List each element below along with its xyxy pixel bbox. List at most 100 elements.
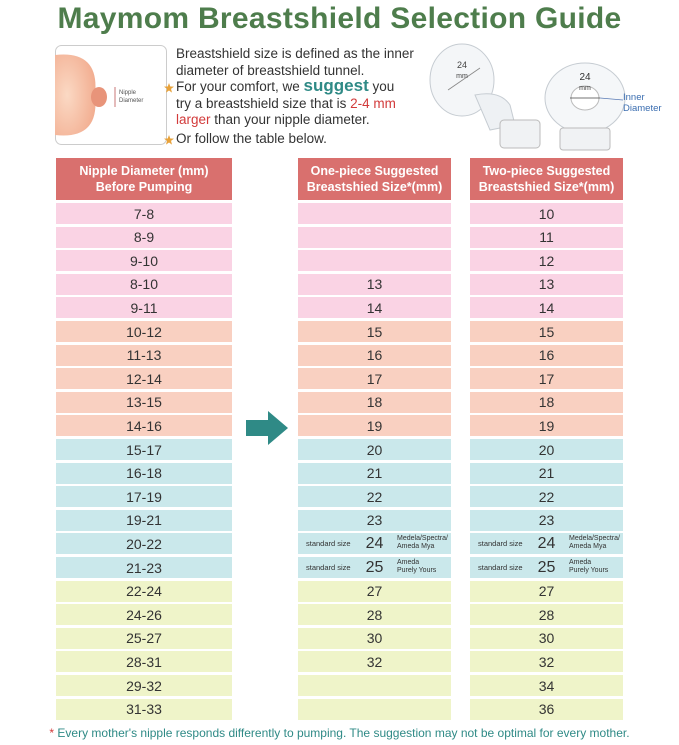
size-note: standard size	[478, 539, 523, 549]
cell-value: 13	[538, 276, 555, 293]
cell-value: 22	[538, 488, 555, 505]
cell-value: 8-10	[129, 276, 159, 293]
cell-value: 25	[537, 558, 556, 576]
table-cell: 10-12	[56, 321, 232, 342]
cell-value: 14	[366, 299, 383, 316]
table-cell: 30	[298, 627, 451, 649]
table-cell: 25 standard size Ameda Purely Yours	[298, 557, 451, 578]
breast	[55, 54, 96, 136]
table-cell: 19	[298, 415, 451, 437]
cell-value: 15-17	[126, 441, 162, 458]
text: than your nipple diameter.	[210, 112, 370, 127]
text: diameter of breastshield tunnel.	[176, 62, 365, 78]
footnote-mark: *	[49, 726, 55, 740]
cell-value: 24	[365, 534, 384, 552]
cell-value: 17-19	[126, 488, 162, 505]
table-cell: 28	[298, 604, 451, 626]
star	[164, 135, 174, 145]
table-cell: 28-31	[56, 651, 232, 673]
cell-value: 18	[366, 394, 383, 411]
cell-value: 14	[538, 299, 555, 316]
follow: Or follow the table below.	[176, 131, 327, 146]
cell-value: 27	[538, 583, 555, 600]
table-cell: 20-22	[56, 533, 232, 555]
table-cell: 12-14	[56, 368, 232, 390]
table-cell: 16-18	[56, 462, 232, 484]
cell-value: 25	[365, 558, 384, 576]
nipple-label: Diameter	[119, 98, 143, 104]
table-cell: 15-17	[56, 439, 232, 460]
cell-value: 16	[538, 347, 555, 364]
cell-value: 15	[538, 323, 555, 340]
cell-value: 19	[366, 417, 383, 434]
cell-value: 9-10	[129, 252, 159, 269]
cell-value: 31-33	[126, 701, 162, 718]
cell-value: 28	[538, 606, 555, 623]
cell-value: 17	[366, 370, 383, 387]
table-cell: 11	[470, 226, 623, 248]
cell-value: 13	[366, 276, 383, 293]
size-label: mm	[579, 85, 591, 92]
header-line: Two-piece Suggested	[482, 164, 611, 178]
table-cell: 32	[298, 651, 451, 673]
table-cell: 14	[298, 297, 451, 319]
brand-line: Ameda	[397, 559, 420, 566]
column-header: Two-piece Suggested Breastshied Size*(mm)	[470, 158, 623, 200]
cell-value: 25-27	[126, 630, 162, 647]
table-cell: 32	[470, 651, 623, 673]
cell-value: 7-8	[133, 205, 155, 222]
cell-value: 30	[538, 630, 555, 647]
table-cell: 22	[470, 486, 623, 508]
brand-line: Ameda Mya	[569, 543, 607, 551]
brand-line: Ameda	[569, 559, 592, 566]
table-cell: 24 standard size Medela/Spectra/Ameda Mya	[298, 533, 451, 555]
table-cell	[298, 675, 451, 696]
cell-value: 19	[538, 417, 555, 434]
nipple	[91, 87, 107, 107]
table-cell: 24-26	[56, 604, 232, 626]
cell-value: 27	[366, 583, 383, 600]
cell-value: 20	[538, 441, 555, 458]
table-cell: 14	[470, 297, 623, 319]
comfort: For your comfort, we suggest you try a br…	[176, 77, 396, 129]
title: Maymom Breastshield Selection Guide	[57, 2, 622, 35]
cell-value: 34	[538, 677, 555, 694]
table-cell: 8-10	[56, 273, 232, 295]
cell-value: 22-24	[126, 583, 162, 600]
cell-value: 14-16	[126, 417, 162, 434]
table-cell: 29-32	[56, 675, 232, 696]
brand-line: Ameda Mya	[397, 543, 435, 551]
table-cell: 22-24	[56, 580, 232, 602]
size-note: standard size	[306, 539, 351, 549]
brand-line: Purely Yours	[569, 567, 609, 574]
table-cell: 24 standard size Medela/Spectra/Ameda Mya	[470, 533, 623, 555]
cell-value: 16	[366, 347, 383, 364]
header-line: One-piece Suggested	[310, 164, 439, 178]
table-cell	[298, 250, 451, 272]
brand-line: Medela/Spectra/	[569, 535, 620, 543]
table-cell: 9-10	[56, 250, 232, 272]
cell-value: 21	[538, 465, 555, 482]
table-cell	[298, 698, 451, 720]
cell-value: 16-18	[126, 465, 162, 482]
text: For your comfort, we	[176, 79, 304, 94]
cell-value: 9-11	[130, 299, 158, 316]
table-cell: 34	[470, 675, 623, 696]
cell-value: 20	[366, 441, 383, 458]
table-cell: 25 standard size Ameda Purely Yours	[470, 557, 623, 578]
inner-label: Inner	[623, 92, 645, 103]
cell-value: 8-9	[133, 229, 155, 246]
star	[164, 83, 174, 93]
table-cell: 13	[298, 273, 451, 295]
cell-value: 19-21	[126, 512, 162, 529]
size-label: 24	[579, 72, 591, 83]
size-label: 24	[457, 60, 467, 70]
table-cell: 23	[298, 509, 451, 531]
nipple-label: Nipple	[119, 90, 137, 96]
column-header: One-piece Suggested Breastshied Size*(mm)	[298, 158, 451, 200]
table-cell: 18	[470, 391, 623, 413]
table-cell: 11-13	[56, 344, 232, 366]
table-cell: 27	[470, 580, 623, 602]
cell-value: 11	[539, 229, 554, 246]
